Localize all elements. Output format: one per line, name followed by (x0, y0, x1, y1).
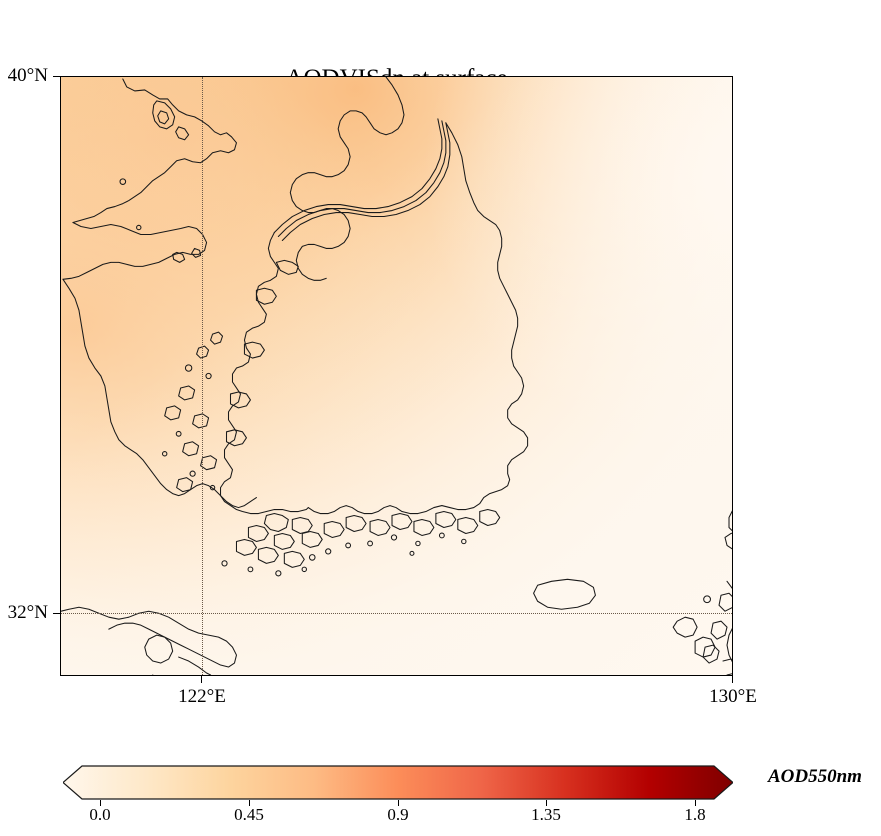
tick-mark-122e (201, 676, 203, 683)
map-axes (60, 76, 733, 676)
tick-mark-130e (732, 676, 734, 683)
xtick-label-122e: 122°E (178, 686, 226, 707)
cbar-tick-label-3: 1.35 (531, 805, 561, 824)
ytick-label-40n: 40°N (7, 65, 48, 86)
cbar-tick-label-4: 1.8 (684, 805, 706, 824)
cbar-tick-mark-2 (398, 800, 400, 806)
ytick-label-32n: 32°N (7, 602, 48, 623)
tick-mark-40n (53, 76, 60, 78)
aod-heatmap-field (61, 77, 732, 675)
cbar-tick-label-2: 0.9 (387, 805, 409, 824)
cbar-tick-label-0: 0.0 (89, 805, 111, 824)
cbar-tick-mark-4 (695, 800, 697, 806)
cbar-tick-mark-3 (546, 800, 548, 806)
cbar-tick-mark-1 (249, 800, 251, 806)
xtick-label-130e: 130°E (709, 686, 757, 707)
cbar-tick-mark-0 (100, 800, 102, 806)
colorbar (63, 764, 733, 801)
colorbar-label: AOD550nm (768, 766, 862, 787)
tick-mark-32n (53, 613, 60, 615)
cbar-tick-label-1: 0.45 (234, 805, 264, 824)
